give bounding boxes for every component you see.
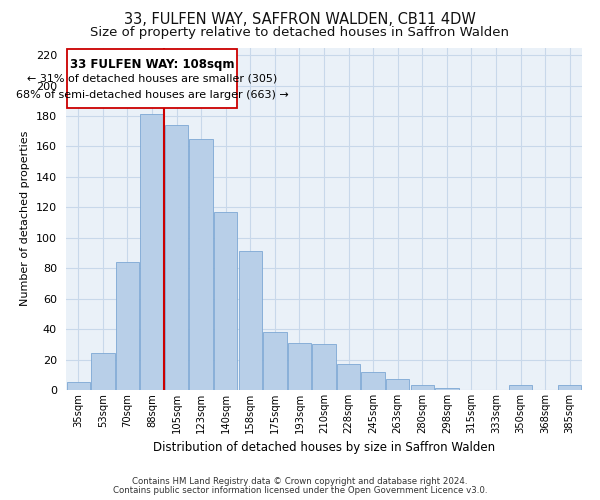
Bar <box>509 386 532 390</box>
X-axis label: Distribution of detached houses by size in Saffron Walden: Distribution of detached houses by size … <box>153 442 495 454</box>
Bar <box>410 386 434 390</box>
Y-axis label: Number of detached properties: Number of detached properties <box>20 131 30 306</box>
Bar <box>116 262 139 390</box>
Bar <box>67 382 90 390</box>
Text: Size of property relative to detached houses in Saffron Walden: Size of property relative to detached ho… <box>91 26 509 39</box>
Text: 33 FULFEN WAY: 108sqm: 33 FULFEN WAY: 108sqm <box>70 58 234 70</box>
FancyBboxPatch shape <box>67 49 237 108</box>
Bar <box>263 332 287 390</box>
Bar <box>91 354 115 390</box>
Bar <box>214 212 238 390</box>
Bar <box>190 139 213 390</box>
Bar <box>313 344 335 390</box>
Text: Contains HM Land Registry data © Crown copyright and database right 2024.: Contains HM Land Registry data © Crown c… <box>132 477 468 486</box>
Bar <box>361 372 385 390</box>
Text: Contains public sector information licensed under the Open Government Licence v3: Contains public sector information licen… <box>113 486 487 495</box>
Bar <box>140 114 164 390</box>
Bar <box>337 364 360 390</box>
Bar <box>386 380 409 390</box>
Text: 68% of semi-detached houses are larger (663) →: 68% of semi-detached houses are larger (… <box>16 90 289 100</box>
Bar <box>165 125 188 390</box>
Text: ← 31% of detached houses are smaller (305): ← 31% of detached houses are smaller (30… <box>27 74 277 84</box>
Bar <box>288 343 311 390</box>
Bar <box>239 252 262 390</box>
Text: 33, FULFEN WAY, SAFFRON WALDEN, CB11 4DW: 33, FULFEN WAY, SAFFRON WALDEN, CB11 4DW <box>124 12 476 28</box>
Bar <box>558 386 581 390</box>
Bar <box>435 388 458 390</box>
